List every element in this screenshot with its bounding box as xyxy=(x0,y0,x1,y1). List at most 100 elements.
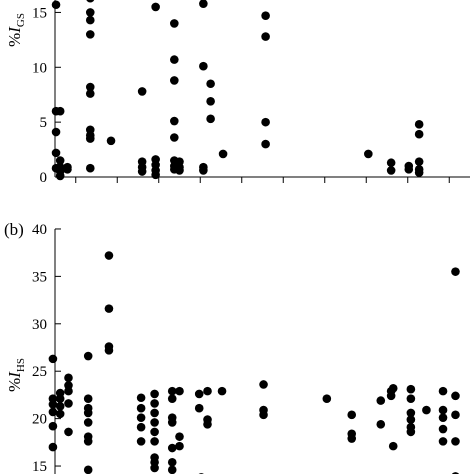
panel-b-data-point xyxy=(48,407,58,417)
panel-b-data-point xyxy=(194,389,204,399)
panel-b-data-point xyxy=(388,383,398,393)
panel-b-data-point xyxy=(175,432,184,441)
panel-a-data-point xyxy=(199,166,208,175)
panel-b-data-point xyxy=(48,354,58,364)
panel-a-data-point xyxy=(414,168,424,177)
panel-b-data-point xyxy=(150,463,159,473)
panel-a-data-point xyxy=(85,82,95,92)
panel-b-data-point xyxy=(406,408,416,418)
panel-b-data-point xyxy=(167,418,177,427)
panel-a-data-point xyxy=(85,8,95,17)
panel-b-data-point xyxy=(167,457,177,467)
panel-b-data-point xyxy=(55,409,65,419)
panel-b-data-point xyxy=(451,391,460,401)
panel-b-data-point xyxy=(136,393,146,403)
panel-b-data-point xyxy=(150,418,159,427)
panel-b-data-point xyxy=(203,420,212,429)
panel-a-data-point xyxy=(170,116,179,126)
panel-b-data-point xyxy=(388,441,398,451)
panel-a-data-point xyxy=(85,89,95,98)
panel-b-data-point xyxy=(83,418,93,427)
panel-a-y-tick-label: 0 xyxy=(40,170,48,186)
panel-b-data-point xyxy=(150,389,159,399)
panel-b-data-point xyxy=(376,396,386,405)
panel-a-data-point xyxy=(261,32,270,41)
panel-b-y-tick-label: 35 xyxy=(32,269,47,285)
panel-b-data-point xyxy=(451,267,460,276)
panel-b-data-point xyxy=(347,434,357,443)
panel-b-data-point xyxy=(194,403,204,413)
panel-a-data-point xyxy=(261,117,270,127)
panel-b-data-point xyxy=(150,427,159,437)
panel-a-data-point xyxy=(137,167,147,176)
panel-a-data-point xyxy=(206,96,215,106)
panel-a-data-point xyxy=(51,127,61,137)
panel-a-data-point xyxy=(151,2,160,12)
panel-b-data-point xyxy=(167,386,177,396)
panel-a-y-tick-label: 10 xyxy=(32,60,47,76)
panel-b-data-point xyxy=(167,443,177,453)
panel-a-data-point xyxy=(85,30,95,39)
panel-a-data-point xyxy=(106,136,116,146)
panel-a-data-point xyxy=(85,163,95,173)
panel-b-data-point xyxy=(64,399,73,408)
panel-b-data-point xyxy=(438,405,448,415)
panel-a-data-point xyxy=(170,76,179,85)
panel-a-data-point xyxy=(175,166,184,175)
panel-b-data-point xyxy=(150,408,159,418)
panel-a-data-point xyxy=(386,166,396,175)
panel-a-data-point xyxy=(85,134,95,143)
panel-b-data-point xyxy=(104,251,114,260)
panel-a-data-point xyxy=(218,149,228,159)
panel-b-data-point xyxy=(175,386,184,396)
panel-b-data-point xyxy=(203,386,212,396)
panel-a-y-tick-label: 5 xyxy=(40,115,48,131)
panel-b-data-point xyxy=(104,304,114,313)
panel-a-y-tick-label: 15 xyxy=(32,5,47,21)
panel-a-data-point xyxy=(170,55,179,64)
panel-b-label: (b) xyxy=(4,220,24,239)
panel-b-data-point xyxy=(438,424,448,434)
panel-b-data-point xyxy=(104,346,114,355)
panel-b-data-point xyxy=(48,400,58,409)
panel-a-data-point xyxy=(86,0,95,3)
panel-b-data-point xyxy=(438,413,448,422)
panel-b-data-point xyxy=(55,394,65,404)
panel-b-data-point xyxy=(167,394,177,404)
panel-b-data-point xyxy=(83,437,93,446)
panel-a-data-point xyxy=(55,171,65,181)
panel-b-y-axis-label: %IHS xyxy=(5,358,27,392)
panel-a-data-point xyxy=(414,129,424,139)
panel-a-data-point xyxy=(414,157,424,166)
panel-a-data-point xyxy=(170,133,179,142)
panel-a-data-point xyxy=(63,162,72,172)
panel-b-data-point xyxy=(136,437,146,446)
panel-b-data-point xyxy=(438,386,448,396)
panel-a-data-point xyxy=(261,139,270,149)
panel-a-data-point xyxy=(414,120,424,129)
panel-b-y-tick-label: 25 xyxy=(32,364,47,380)
panel-b-data-point xyxy=(48,442,58,452)
panel-a-data-point xyxy=(51,148,61,158)
panel-b-data-point xyxy=(136,413,146,422)
panel-a-data-point xyxy=(199,0,208,8)
panel-a-data-point xyxy=(85,15,95,25)
panel-a-data-point xyxy=(199,61,208,71)
panel-b-data-point xyxy=(406,384,416,394)
panel-b-y-tick-label: 15 xyxy=(32,459,47,474)
panel-a-data-point xyxy=(51,0,61,10)
panel-a-data-point xyxy=(206,114,215,124)
panel-b-data-point xyxy=(48,421,58,431)
panel-b-data-point xyxy=(64,427,73,437)
panel-b-data-point xyxy=(136,422,146,432)
panel-b-data-point xyxy=(217,386,227,396)
panel-a-data-point xyxy=(206,79,215,89)
panel-b-data-point xyxy=(406,415,416,424)
panel-b-data-point xyxy=(167,465,177,474)
panel-a-data-point xyxy=(404,165,414,174)
panel-b-data-point xyxy=(259,410,268,420)
panel-b-data-point xyxy=(376,420,386,429)
panel-b-data-point xyxy=(322,394,332,404)
panel-a-data-point xyxy=(151,170,160,180)
panel-b-data-point xyxy=(83,408,93,418)
